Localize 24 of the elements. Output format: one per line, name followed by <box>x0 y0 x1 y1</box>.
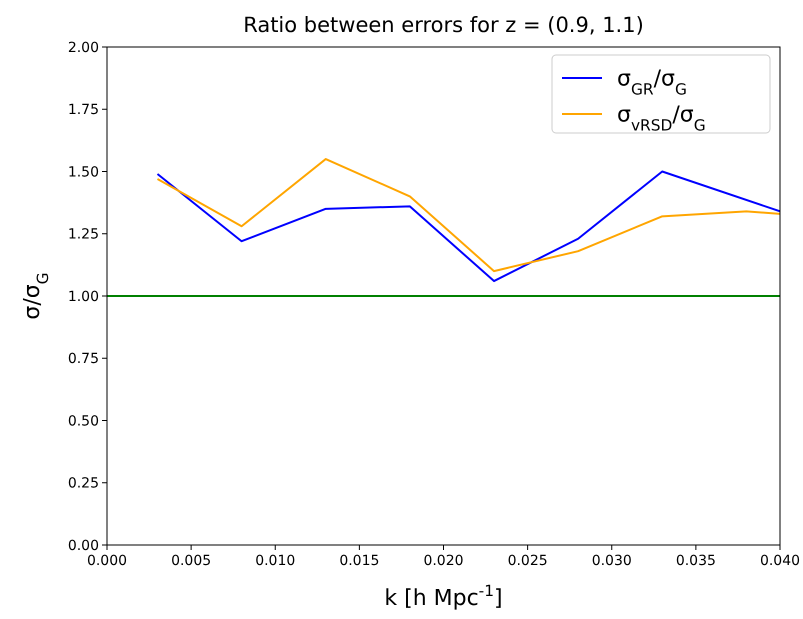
y-tick-label: 1.25 <box>68 226 99 243</box>
x-tick-label: 0.035 <box>676 553 716 569</box>
y-tick-label: 0.50 <box>68 413 99 430</box>
line-series <box>156 170 780 282</box>
x-axis-title: k [h Mpc$^{-1}$] <box>384 582 503 611</box>
x-tick-label: 0.030 <box>592 553 632 569</box>
y-tick-label: 1.00 <box>68 288 99 305</box>
y-tick-label: 0.25 <box>68 476 99 492</box>
chart-title: Ratio between errors for z = (0.9, 1.1) <box>243 13 644 37</box>
x-tick-label: 0.010 <box>255 553 296 569</box>
y-tick-label: 0.00 <box>68 538 99 554</box>
x-tick-label: 0.025 <box>508 553 548 569</box>
y-tick-label: 1.75 <box>68 102 99 118</box>
y-tick-label: 2.00 <box>68 40 99 56</box>
y-tick-label: 0.75 <box>68 351 99 368</box>
legend-label: σ$_{vRSD}$/σ$_{G}$ <box>617 102 706 135</box>
y-tick-label: 1.50 <box>68 164 99 180</box>
x-tick-label: 0.040 <box>760 553 800 569</box>
x-tick-label: 0.000 <box>86 553 128 569</box>
x-tick-label: 0.015 <box>339 553 380 569</box>
x-tick-label: 0.005 <box>171 553 212 569</box>
line-series <box>156 158 780 272</box>
legend-label: σ$_{GR}$/σ$_{G}$ <box>617 66 687 99</box>
x-tick-label: 0.020 <box>423 553 464 569</box>
